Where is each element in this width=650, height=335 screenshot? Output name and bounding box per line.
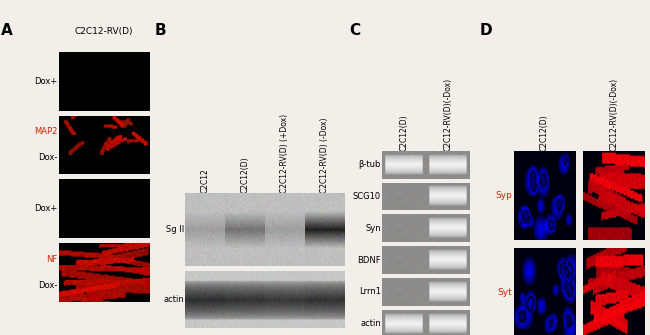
Text: Lrrn1: Lrrn1 xyxy=(359,287,381,296)
Text: C2C12-RV(D) (+Dox): C2C12-RV(D) (+Dox) xyxy=(280,114,289,193)
Text: Sg II: Sg II xyxy=(166,225,184,234)
Text: actin: actin xyxy=(360,319,381,328)
Text: Syp: Syp xyxy=(495,191,512,200)
Text: Dox+: Dox+ xyxy=(34,77,57,86)
Text: D: D xyxy=(480,23,492,38)
Text: A: A xyxy=(1,23,13,38)
Text: actin: actin xyxy=(163,295,184,304)
Text: Syn: Syn xyxy=(365,224,381,233)
Text: BDNF: BDNF xyxy=(358,256,381,265)
Text: NF: NF xyxy=(46,255,57,264)
Text: B: B xyxy=(155,23,166,38)
Text: C2C12: C2C12 xyxy=(201,168,210,193)
Text: Syt: Syt xyxy=(497,288,512,297)
Text: SCG10: SCG10 xyxy=(353,192,381,201)
Text: C2C12(D): C2C12(D) xyxy=(400,114,409,151)
Text: MAP2: MAP2 xyxy=(34,128,57,136)
Text: C2C12(D): C2C12(D) xyxy=(540,114,549,151)
Text: β-tub: β-tub xyxy=(359,160,381,169)
Text: Dox-: Dox- xyxy=(38,281,57,289)
Text: C2C12-RV(D)(-Dox): C2C12-RV(D)(-Dox) xyxy=(610,78,618,151)
Text: Dox-: Dox- xyxy=(38,153,57,162)
Text: C2C12(D): C2C12(D) xyxy=(240,156,250,193)
Text: C2C12-RV(D)(-Dox): C2C12-RV(D)(-Dox) xyxy=(443,78,452,151)
Text: C: C xyxy=(349,23,360,38)
Text: C2C12-RV(D) (-Dox): C2C12-RV(D) (-Dox) xyxy=(320,117,329,193)
Text: C2C12-RV(D): C2C12-RV(D) xyxy=(75,27,133,36)
Text: Dox+: Dox+ xyxy=(34,204,57,213)
